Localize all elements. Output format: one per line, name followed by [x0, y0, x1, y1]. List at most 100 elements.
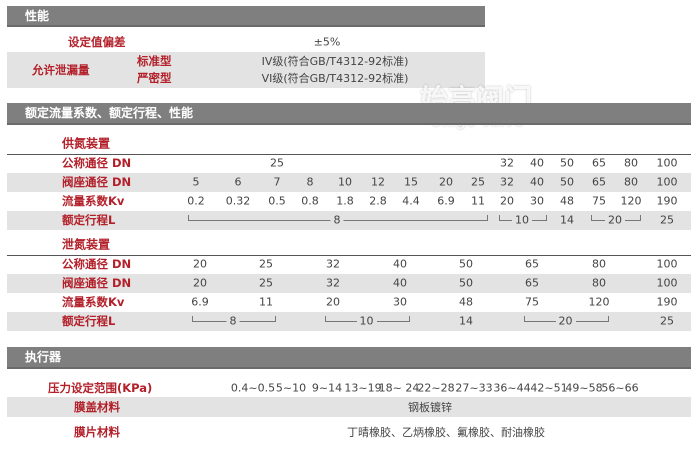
kv-value: 4.4	[402, 194, 420, 208]
stroke-value: 8	[226, 314, 240, 328]
kv-value: 30	[530, 194, 544, 208]
seat-dn-value: 80	[624, 175, 638, 189]
nominal-dn-value: 32	[326, 257, 340, 271]
label-cover-material: 膜盖材料	[74, 400, 120, 414]
subsection-title: 供氮装置	[62, 136, 111, 151]
nominal-dn-value: 80	[624, 156, 638, 170]
kv-value: 20	[326, 295, 340, 309]
divider	[7, 255, 691, 256]
stroke-value: 20	[555, 314, 576, 328]
nominal-dn-value: 100	[656, 156, 678, 170]
row-label: 阀座通径 DN	[62, 276, 132, 290]
kv-value: 120	[588, 295, 610, 309]
stroke-value: 25	[660, 314, 674, 328]
seat-dn-value: 15	[404, 175, 418, 189]
value-cover-material: 钢板镀锌	[408, 401, 452, 414]
row-band	[7, 173, 691, 192]
kv-value: 190	[656, 194, 678, 208]
pressure-range-value: 36~44	[493, 381, 531, 395]
stroke-value: 8	[330, 213, 344, 227]
kv-value: 120	[620, 194, 642, 208]
seat-dn-value: 8	[306, 175, 314, 189]
row-label: 流量系数Kv	[62, 295, 125, 309]
seat-dn-value: 100	[656, 175, 678, 189]
seat-dn-value: 40	[530, 175, 544, 189]
row-label: 额定行程L	[62, 314, 116, 328]
pressure-range-value: 22~28	[417, 381, 455, 395]
seat-dn-value: 12	[371, 175, 385, 189]
seat-dn-value: 6	[234, 175, 242, 189]
seat-dn-value: 25	[471, 175, 485, 189]
kv-value: 190	[656, 295, 678, 309]
row-label: 流量系数Kv	[62, 194, 125, 208]
nominal-dn-value: 80	[592, 257, 606, 271]
row-band	[7, 397, 691, 417]
seat-dn-value: 40	[393, 276, 407, 290]
stroke-value: 10	[356, 314, 377, 328]
pressure-range-value: 0.4~0.5	[230, 381, 276, 395]
row-band	[7, 274, 691, 293]
seat-dn-value: 65	[525, 276, 539, 290]
label-leakage-type: 标准型	[137, 54, 172, 68]
seat-dn-value: 32	[326, 276, 340, 290]
nominal-dn-value: 32	[500, 156, 514, 170]
kv-value: 6.9	[191, 295, 209, 309]
seat-dn-value: 10	[338, 175, 352, 189]
section-header-flow: 额定流量系数、额定行程、性能	[7, 103, 691, 125]
pressure-range-value: 27~33	[455, 381, 493, 395]
row-label: 公称通径 DN	[62, 156, 132, 170]
pressure-range-value: 13~19	[344, 381, 382, 395]
kv-value: 11	[259, 295, 273, 309]
label-setpoint-deviation: 设定值偏差	[68, 35, 126, 49]
kv-value: 30	[393, 295, 407, 309]
seat-dn-value: 20	[439, 175, 453, 189]
label-diaphragm-material: 膜片材料	[74, 425, 120, 439]
stroke-value: 10	[512, 213, 532, 227]
nominal-dn-value: 50	[459, 257, 473, 271]
value-leakage: IV级(符合GB/T4312-92标准)	[261, 55, 409, 68]
row-label: 额定行程L	[62, 213, 116, 227]
label-leakage: 允许泄漏量	[32, 63, 90, 77]
row-label: 阀座通径 DN	[62, 175, 132, 189]
seat-dn-value: 25	[259, 276, 273, 290]
nominal-dn-value: 100	[656, 257, 678, 271]
kv-value: 11	[471, 194, 485, 208]
seat-dn-value: 20	[193, 276, 207, 290]
kv-value: 2.8	[369, 194, 387, 208]
stroke-value: 14	[560, 213, 574, 227]
kv-value: 6.9	[437, 194, 455, 208]
value-diaphragm-material: 丁晴橡胶、乙炳橡胶、氟橡胶、耐油橡胶	[347, 426, 545, 439]
seat-dn-value: 32	[500, 175, 514, 189]
divider	[7, 154, 691, 155]
seat-dn-value: 7	[273, 175, 281, 189]
seat-dn-value: 50	[560, 175, 574, 189]
seat-dn-value: 65	[592, 175, 606, 189]
stroke-value: 14	[459, 314, 473, 328]
nominal-dn-value: 50	[560, 156, 574, 170]
pressure-range-value: 18~ 24	[378, 381, 420, 395]
nominal-dn-value: 40	[530, 156, 544, 170]
kv-value: 1.8	[336, 194, 354, 208]
pressure-range-value: 49~58	[565, 381, 603, 395]
kv-value: 0.5	[268, 194, 286, 208]
seat-dn-value: 50	[459, 276, 473, 290]
pressure-range-value: 56~66	[601, 381, 639, 395]
kv-value: 0.32	[225, 194, 251, 208]
pressure-range-value: 42~51	[530, 381, 568, 395]
pressure-range-value: 9~14	[311, 381, 343, 395]
kv-value: 75	[592, 194, 606, 208]
kv-value: 0.8	[301, 194, 319, 208]
nominal-dn-value: 20	[193, 257, 207, 271]
kv-value: 20	[500, 194, 514, 208]
label-leakage-type: 严密型	[137, 71, 172, 85]
nominal-dn-value: 40	[393, 257, 407, 271]
seat-dn-value: 5	[192, 175, 200, 189]
nominal-dn-value: 25	[270, 156, 284, 170]
nominal-dn-value: 65	[592, 156, 606, 170]
subsection-title: 泄氮装置	[62, 237, 111, 252]
row-band	[7, 52, 485, 88]
section-header-performance: 性能	[7, 6, 485, 27]
kv-value: 48	[459, 295, 473, 309]
value-setpoint-deviation: ±5%	[313, 35, 341, 49]
